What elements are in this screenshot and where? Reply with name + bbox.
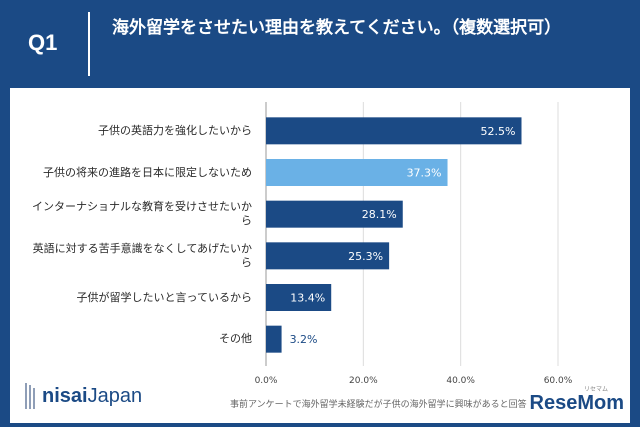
data-label: 25.3%: [348, 250, 383, 263]
bar: [266, 242, 390, 270]
survey-footnote: 事前アンケートで海外留学未経験だが子供の海外留学に興味があると回答: [230, 400, 527, 410]
data-label: 52.5%: [481, 125, 516, 138]
category-label: インターナショナルな教育を受けさせたいから: [32, 200, 252, 228]
category-label: 英語に対する苦手意識をなくしてあげたいから: [32, 241, 252, 269]
category-label: 子供が留学したいと言っているから: [76, 290, 252, 304]
bar: [266, 284, 332, 311]
header-divider: [88, 12, 90, 76]
japan-wordmark: Japan: [87, 384, 143, 407]
resemom-kana: リセマム: [583, 386, 608, 393]
header: Q1 海外留学をさせたい理由を教えてください。（複数選択可）: [0, 0, 640, 88]
bar: [266, 159, 448, 186]
category-label: 子供の将来の進路を日本に限定しないため: [43, 165, 252, 179]
x-tick-label: 20.0%: [349, 376, 378, 386]
data-label: 28.1%: [362, 208, 397, 221]
x-tick-label: 40.0%: [446, 376, 475, 386]
data-label: 13.4%: [290, 292, 325, 305]
nisai-logo-mark-icon: [25, 383, 35, 409]
category-label: 子供の英語力を強化したいから: [98, 123, 252, 137]
resemom-logo: ReseMom: [529, 392, 624, 414]
question-title: 海外留学をさせたい理由を教えてください。（複数選択可）: [112, 18, 562, 38]
nisai-wordmark: nisai: [42, 384, 88, 407]
category-label: その他: [219, 332, 252, 346]
x-tick-label: 60.0%: [543, 376, 573, 386]
chart-panel: 52.5% 37.3% 28.1% 25.3% 13.4% 3.2% 子供の英語力を強化し…: [10, 88, 630, 423]
data-label: 37.3%: [407, 167, 442, 180]
bar: [266, 200, 403, 228]
nisai-japan-logo: nisai Japan: [24, 378, 142, 414]
bar: [266, 117, 522, 145]
bar: [266, 325, 282, 353]
bar-chart: 52.5% 37.3% 28.1% 25.3% 13.4% 3.2%: [265, 102, 559, 366]
x-tick-label: 0.0%: [254, 376, 278, 386]
data-label: 3.2%: [290, 333, 318, 346]
question-number: Q1: [28, 30, 58, 55]
